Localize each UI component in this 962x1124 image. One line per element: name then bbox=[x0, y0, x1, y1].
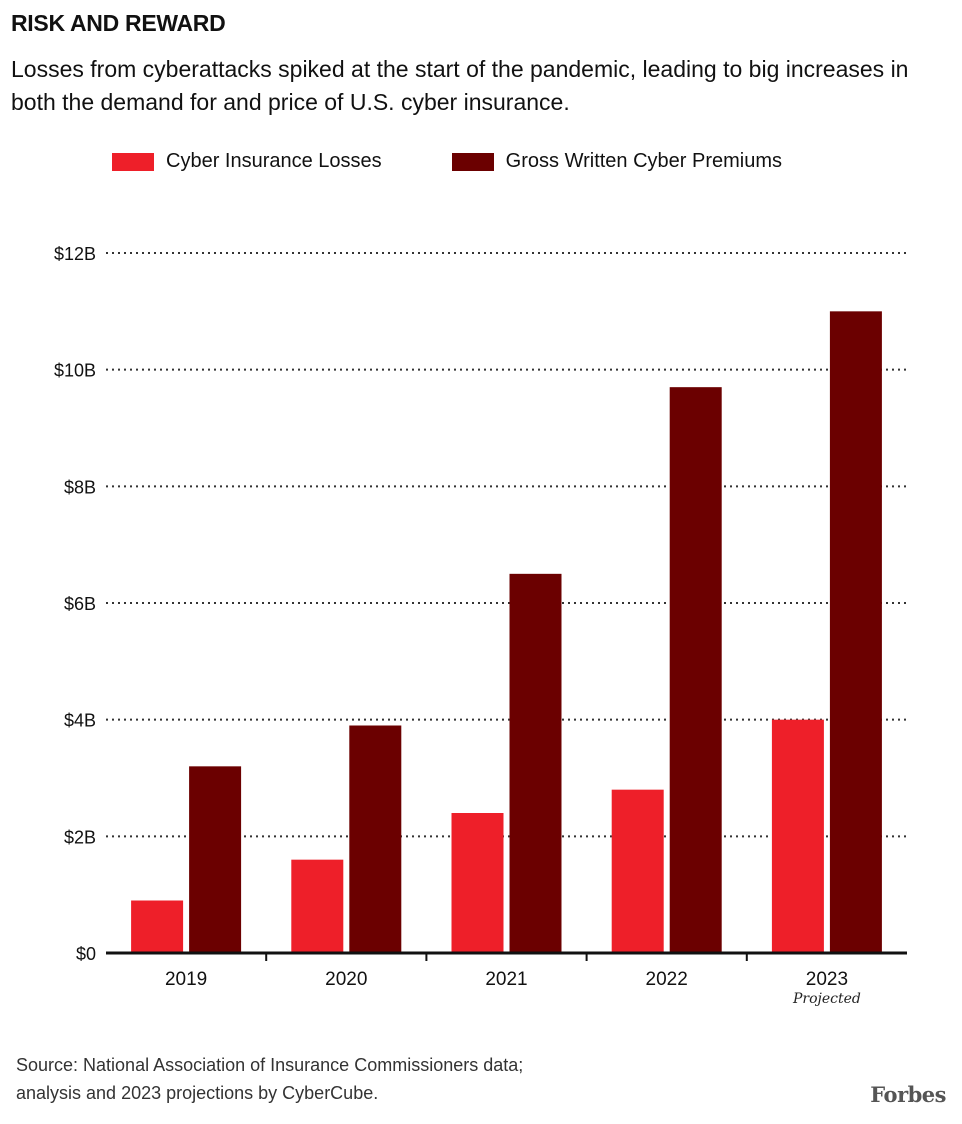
source-line-2: analysis and 2023 projections by CyberCu… bbox=[16, 1083, 379, 1103]
bar-losses-2022 bbox=[611, 789, 664, 953]
bar-losses-2020 bbox=[291, 859, 344, 953]
x-tick-label: 2019 bbox=[165, 969, 207, 990]
bar-losses-2021 bbox=[451, 813, 504, 953]
bar-premiums-2022 bbox=[669, 387, 722, 954]
y-tick-label: $4B bbox=[64, 711, 96, 731]
forbes-logo: Forbes bbox=[870, 1082, 946, 1107]
x-tick-label: 2021 bbox=[485, 969, 527, 990]
legend-swatch-premiums bbox=[451, 152, 494, 171]
chart-subtitle: Losses from cyberattacks spiked at the s… bbox=[11, 56, 909, 115]
x-tick-label: 2023 bbox=[806, 969, 848, 990]
legend-swatch-losses bbox=[112, 152, 154, 171]
legend-label-premiums: Gross Written Cyber Premiums bbox=[505, 150, 783, 172]
x-tick-note: Projected bbox=[792, 991, 861, 1007]
source-line-1: Source: National Association of Insuranc… bbox=[16, 1055, 524, 1075]
bar-premiums-2020 bbox=[349, 725, 402, 953]
chart-title: RISK AND REWARD bbox=[11, 10, 226, 36]
bar-chart: $0 $2B $4B $6B $8B $10B $12B 2019 2020 2021 2022 20… bbox=[54, 244, 907, 1007]
y-tick-label: $6B bbox=[64, 594, 96, 614]
y-tick-label: $2B bbox=[64, 827, 96, 847]
y-tick-label: $8B bbox=[64, 477, 96, 497]
source-note: Source: National Association of Insuranc… bbox=[16, 1051, 523, 1107]
legend-label-losses: Cyber Insurance Losses bbox=[166, 150, 382, 172]
bar-losses-2023 bbox=[771, 719, 824, 953]
legend: Cyber Insurance Losses Gross Written Cyb… bbox=[112, 150, 852, 173]
bar-losses-2019 bbox=[131, 900, 184, 953]
legend-item-premiums: Gross Written Cyber Premiums bbox=[451, 150, 783, 173]
y-tick-label: $10B bbox=[54, 361, 96, 381]
y-tick-label: $12B bbox=[54, 244, 96, 264]
y-tick-label: $0 bbox=[76, 944, 96, 964]
x-tick-label: 2022 bbox=[646, 969, 688, 990]
bar-premiums-2021 bbox=[509, 573, 562, 953]
legend-item-losses: Cyber Insurance Losses bbox=[112, 150, 382, 173]
x-tick-label: 2020 bbox=[325, 969, 367, 990]
bar-premiums-2023 bbox=[829, 311, 882, 953]
bar-premiums-2019 bbox=[189, 766, 242, 953]
